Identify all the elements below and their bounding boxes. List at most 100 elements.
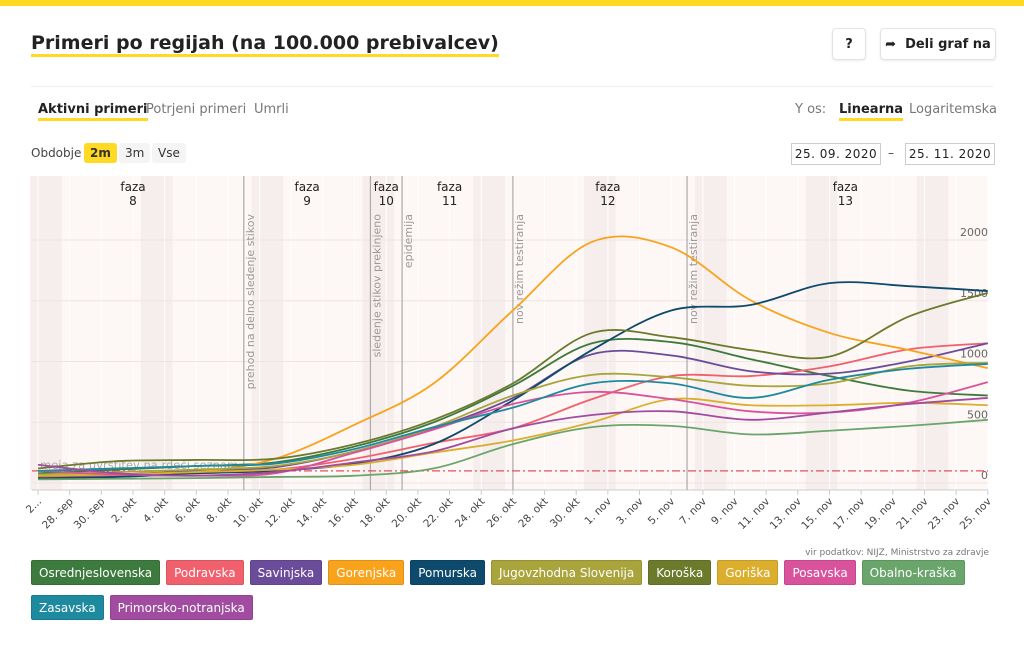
period-2m[interactable]: 2m	[84, 143, 117, 163]
x-tick-label: 30. sep	[72, 495, 108, 531]
legend-item[interactable]: Obalno-kraška	[861, 560, 965, 585]
x-tick-label: 4. okt	[141, 496, 171, 526]
legend-item[interactable]: Goriška	[717, 560, 779, 585]
x-tick-label: 18. okt	[358, 496, 392, 530]
x-tick-label: 25. nov	[958, 496, 994, 532]
event-label: prehod na delno sledenje stikov	[244, 214, 257, 390]
tab-umrli[interactable]: Umrli	[254, 102, 289, 117]
x-tick-label: 24. okt	[453, 496, 487, 530]
x-tick-label: 12. okt	[263, 496, 297, 530]
weekend-band	[251, 176, 284, 490]
help-button[interactable]: ?	[832, 28, 866, 60]
x-tick-label: 22. okt	[421, 496, 455, 530]
phase-number: 12	[600, 194, 615, 208]
x-tick-label: 21. nov	[894, 496, 930, 532]
weekend-band	[916, 176, 949, 490]
event-label: nov režim testiranja	[513, 214, 526, 324]
phase-label: faza	[374, 180, 399, 194]
x-tick-label: 2...	[24, 496, 44, 516]
phase-number: 11	[442, 194, 457, 208]
page-title: Primeri po regijah (na 100.000 prebivalc…	[31, 32, 499, 57]
legend-item[interactable]: Savinjska	[249, 560, 323, 585]
x-tick-label: 7. nov	[677, 496, 709, 528]
period-all[interactable]: Vse	[152, 143, 186, 163]
data-source: vir podatkov: NIJZ, Ministrstvo za zdrav…	[805, 548, 989, 558]
threshold-label: meja za uvrstitev na rdeči seznam	[40, 458, 238, 472]
x-tick-label: 23. nov	[926, 496, 962, 532]
x-tick-label: 16. okt	[326, 496, 360, 530]
y-tick-label: 2000	[960, 226, 988, 239]
x-tick-label: 15. nov	[799, 496, 835, 532]
share-icon: ➦	[885, 36, 897, 52]
series-line-koroška	[37, 291, 989, 470]
tab-aktivni-primeri[interactable]: Aktivni primeri	[38, 102, 148, 121]
phase-label: faza	[595, 180, 620, 194]
legend: Osrednjeslovenska Podravska Savinjska Goren…	[31, 560, 991, 620]
x-tick-label: 19. nov	[863, 496, 899, 532]
legend-item[interactable]: Pomurska	[410, 560, 485, 585]
legend-item[interactable]: Osrednjeslovenska	[31, 560, 161, 585]
x-tick-label: 2. okt	[109, 496, 139, 526]
top-accent-bar	[0, 0, 1024, 6]
x-tick-label: 17. nov	[831, 496, 867, 532]
y-axis-label: Y os:	[795, 102, 827, 117]
x-tick-label: 11. nov	[736, 496, 772, 532]
plot-background	[32, 176, 988, 490]
legend-item[interactable]: Posavska	[784, 560, 856, 585]
weekend-band	[694, 176, 727, 490]
weekend-band	[30, 176, 62, 490]
phase-number: 10	[379, 194, 394, 208]
series-line-primorsko-notranjska	[37, 397, 988, 477]
date-separator: –	[888, 146, 894, 160]
phase-label: faza	[437, 180, 462, 194]
x-tick-label: 1. nov	[582, 496, 614, 528]
event-label: epidemija	[402, 214, 415, 268]
legend-item[interactable]: Primorsko-notranjska	[109, 595, 253, 620]
divider	[31, 86, 993, 87]
phase-number: 8	[129, 194, 137, 208]
series-line-pomurska	[37, 281, 988, 480]
phase-number: 13	[838, 194, 853, 208]
series-line-obalno-kraška	[37, 418, 988, 481]
legend-item[interactable]: Zasavska	[31, 595, 104, 620]
legend-item[interactable]: Gorenjska	[328, 560, 405, 585]
phase-label: faza	[294, 180, 319, 194]
legend-item[interactable]: Koroška	[648, 560, 712, 585]
x-tick-label: 5. nov	[646, 496, 678, 528]
legend-item[interactable]: Podravska	[166, 560, 244, 585]
x-tick-label: 8. okt	[204, 496, 234, 526]
share-button[interactable]: ➦ Deli graf na	[880, 28, 996, 60]
event-label: sledenje stikov prekinjeno	[370, 214, 383, 358]
legend-item[interactable]: Jugovzhodna Slovenija	[490, 560, 643, 585]
x-tick-label: 30. okt	[548, 496, 582, 530]
x-tick-label: 10. okt	[231, 496, 265, 530]
y-axis-log[interactable]: Logaritemska	[909, 102, 997, 117]
x-tick-label: 28. sep	[40, 495, 76, 531]
x-tick-label: 6. okt	[173, 496, 203, 526]
event-label: nov režim testiranja	[687, 214, 700, 324]
weekend-band	[584, 176, 616, 490]
x-tick-label: 26. okt	[485, 496, 519, 530]
series-line-goriška	[37, 397, 988, 477]
x-tick-label: 20. okt	[390, 496, 424, 530]
x-tick-label: 3. nov	[614, 496, 646, 528]
date-from-input[interactable]: 25. 09. 2020	[791, 143, 881, 165]
date-to-input[interactable]: 25. 11. 2020	[905, 143, 995, 165]
phase-label: faza	[833, 180, 858, 194]
phase-label: faza	[120, 180, 145, 194]
period-label: Obdobje	[31, 146, 82, 160]
x-tick-label: 14. okt	[295, 496, 329, 530]
x-tick-label: 13. nov	[768, 496, 804, 532]
x-tick-label: 28. okt	[516, 496, 550, 530]
y-tick-label: 500	[967, 408, 988, 421]
weekend-band	[140, 176, 173, 490]
y-tick-label: 0	[981, 469, 988, 482]
series-line-jugovzhodna-slovenija	[37, 361, 988, 476]
series-line-zasavska	[37, 363, 988, 472]
period-3m[interactable]: 3m	[119, 143, 151, 163]
tab-potrjeni-primeri[interactable]: Potrjeni primeri	[146, 102, 247, 117]
y-axis-linear[interactable]: Linearna	[839, 102, 904, 121]
y-tick-label: 1000	[960, 348, 988, 361]
series-line-savinjska	[37, 342, 989, 477]
